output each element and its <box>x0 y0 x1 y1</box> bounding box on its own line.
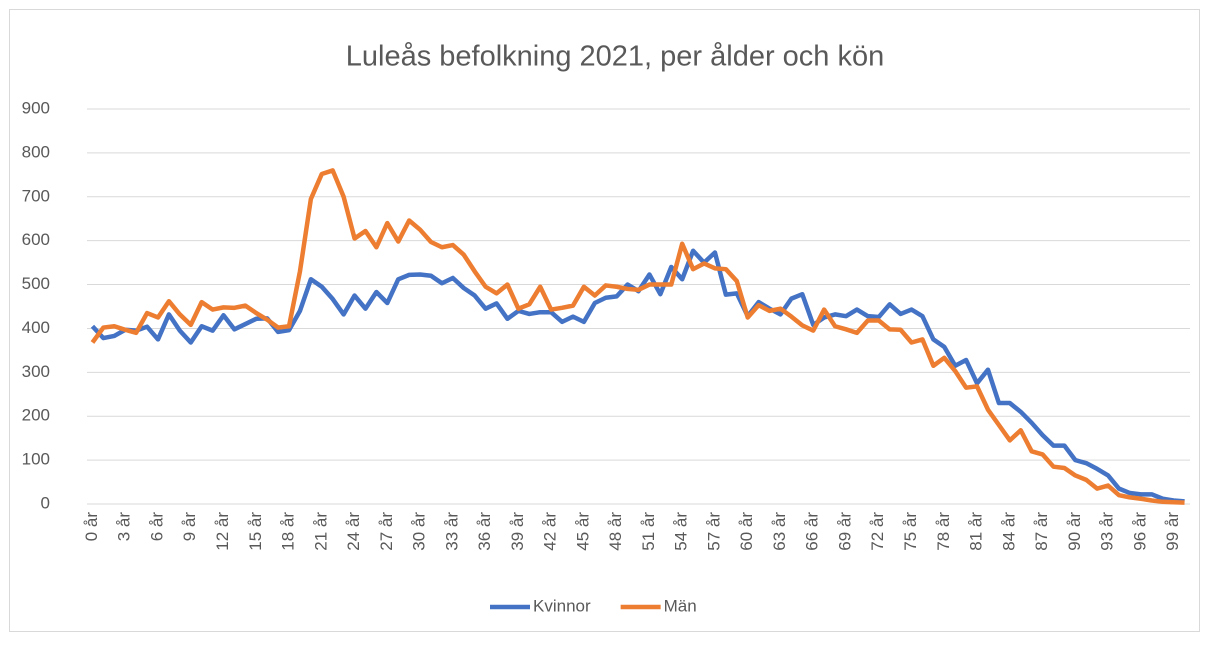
x-tick-label: 6 år <box>147 512 166 542</box>
x-tick-label: 15 år <box>246 512 265 551</box>
x-tick-label: 81 år <box>967 512 986 551</box>
y-tick-label: 500 <box>22 274 50 293</box>
y-tick-label: 700 <box>22 186 50 205</box>
x-tick-label: 75 år <box>901 512 920 551</box>
y-tick-label: 100 <box>22 450 50 469</box>
x-tick-label: 93 år <box>1098 512 1117 551</box>
x-tick-label: 78 år <box>934 512 953 551</box>
x-tick-label: 3 år <box>115 512 134 542</box>
y-tick-label: 0 <box>41 493 50 512</box>
x-tick-label: 51 år <box>639 512 658 551</box>
line-series <box>90 168 1185 505</box>
x-tick-label: 27 år <box>377 512 396 551</box>
legend-label: Kvinnor <box>533 596 591 615</box>
y-tick-label: 300 <box>22 362 50 381</box>
x-tick-label: 9 år <box>180 512 199 542</box>
y-tick-label: 200 <box>22 406 50 425</box>
y-tick-label: 600 <box>22 230 50 249</box>
x-tick-label: 54 år <box>672 512 691 551</box>
x-tick-label: 24 år <box>344 512 363 551</box>
x-tick-label: 21 år <box>311 512 330 551</box>
x-tick-label: 66 år <box>803 512 822 551</box>
x-tick-label: 42 år <box>541 512 560 551</box>
x-tick-label: 0 år <box>82 512 101 542</box>
x-tick-label: 18 år <box>279 512 298 551</box>
x-tick-label: 57 år <box>704 512 723 551</box>
x-tick-label: 96 år <box>1130 512 1149 551</box>
y-tick-label: 400 <box>22 318 50 337</box>
x-tick-label: 33 år <box>442 512 461 551</box>
x-tick-label: 30 år <box>410 512 429 551</box>
x-tick-label: 69 år <box>835 512 854 551</box>
x-tick-label: 36 år <box>475 512 494 551</box>
x-tick-label: 63 år <box>770 512 789 551</box>
x-tick-label: 45 år <box>573 512 592 551</box>
x-tick-label: 99 år <box>1163 512 1182 551</box>
x-tick-label: 60 år <box>737 512 756 551</box>
x-tick-label: 12 år <box>213 512 232 551</box>
chart-border <box>9 9 1200 632</box>
x-tick-label: 48 år <box>606 512 625 551</box>
x-tick-label: 39 år <box>508 512 527 551</box>
y-tick-label: 900 <box>22 98 50 117</box>
y-tick-label: 800 <box>22 142 50 161</box>
legend-label: Män <box>664 596 697 615</box>
chart-title: Luleås befolkning 2021, per ålder och kö… <box>346 41 885 73</box>
x-tick-label: 87 år <box>1032 512 1051 551</box>
x-tick-label: 72 år <box>868 512 887 551</box>
x-tick-label: 90 år <box>1065 512 1084 551</box>
x-tick-label: 84 år <box>999 512 1018 551</box>
